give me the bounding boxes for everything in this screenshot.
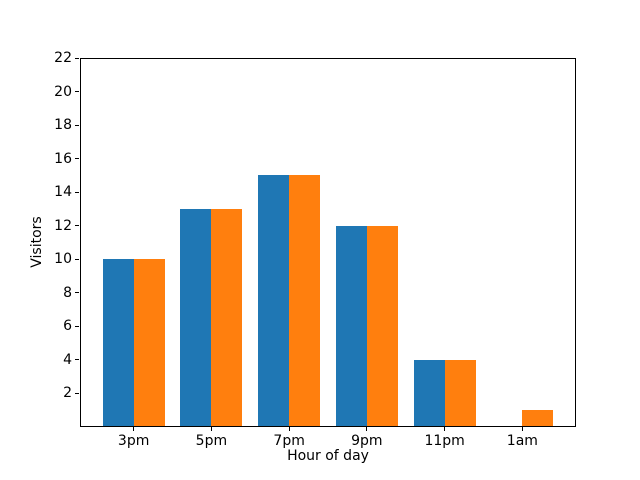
bar <box>444 359 476 427</box>
x-tick-mark <box>366 427 368 431</box>
x-tick-label: 3pm <box>117 433 150 449</box>
y-tick-mark <box>75 258 79 260</box>
y-tick-mark <box>75 225 79 227</box>
y-tick-label: 18 <box>54 117 72 134</box>
y-tick-label: 4 <box>63 351 72 368</box>
y-tick-label: 16 <box>54 150 72 167</box>
x-tick-mark <box>521 427 523 431</box>
bar <box>133 259 165 427</box>
y-tick-mark <box>75 91 79 93</box>
bar <box>522 410 554 427</box>
plot-area <box>80 58 576 427</box>
bar <box>258 175 290 427</box>
bar <box>289 175 321 427</box>
y-tick-label: 2 <box>63 385 72 402</box>
y-tick-label: 20 <box>54 83 72 100</box>
y-tick-mark <box>75 124 79 126</box>
x-tick-label: 1am <box>506 433 538 449</box>
x-tick-label: 7pm <box>273 433 305 449</box>
y-tick-label: 14 <box>54 184 72 201</box>
bar <box>366 225 398 427</box>
y-tick-label: 12 <box>54 217 72 234</box>
y-tick-mark <box>75 57 79 59</box>
y-tick-mark <box>75 158 79 160</box>
x-tick-mark <box>444 427 446 431</box>
y-tick-mark <box>75 392 79 394</box>
x-axis-label: Hour of day <box>287 448 369 464</box>
x-tick-mark <box>133 427 135 431</box>
bar <box>102 259 134 427</box>
x-tick-label: 5pm <box>195 433 228 449</box>
bar <box>211 208 243 427</box>
y-tick-mark <box>75 191 79 193</box>
y-tick-label: 10 <box>54 251 72 268</box>
x-tick-label: 11pm <box>424 433 465 449</box>
y-tick-label: 22 <box>54 50 72 66</box>
y-tick-mark <box>75 325 79 327</box>
y-tick-mark <box>75 292 79 294</box>
y-tick-mark <box>75 359 79 361</box>
bar <box>413 359 445 427</box>
y-tick-label: 6 <box>63 318 72 335</box>
y-tick-label: 8 <box>63 284 72 301</box>
x-tick-mark <box>210 427 212 431</box>
bar <box>180 208 212 427</box>
y-axis-label: Visitors <box>29 216 45 268</box>
bar <box>335 225 367 427</box>
x-tick-mark <box>288 427 290 431</box>
x-tick-label: 9pm <box>351 433 383 449</box>
